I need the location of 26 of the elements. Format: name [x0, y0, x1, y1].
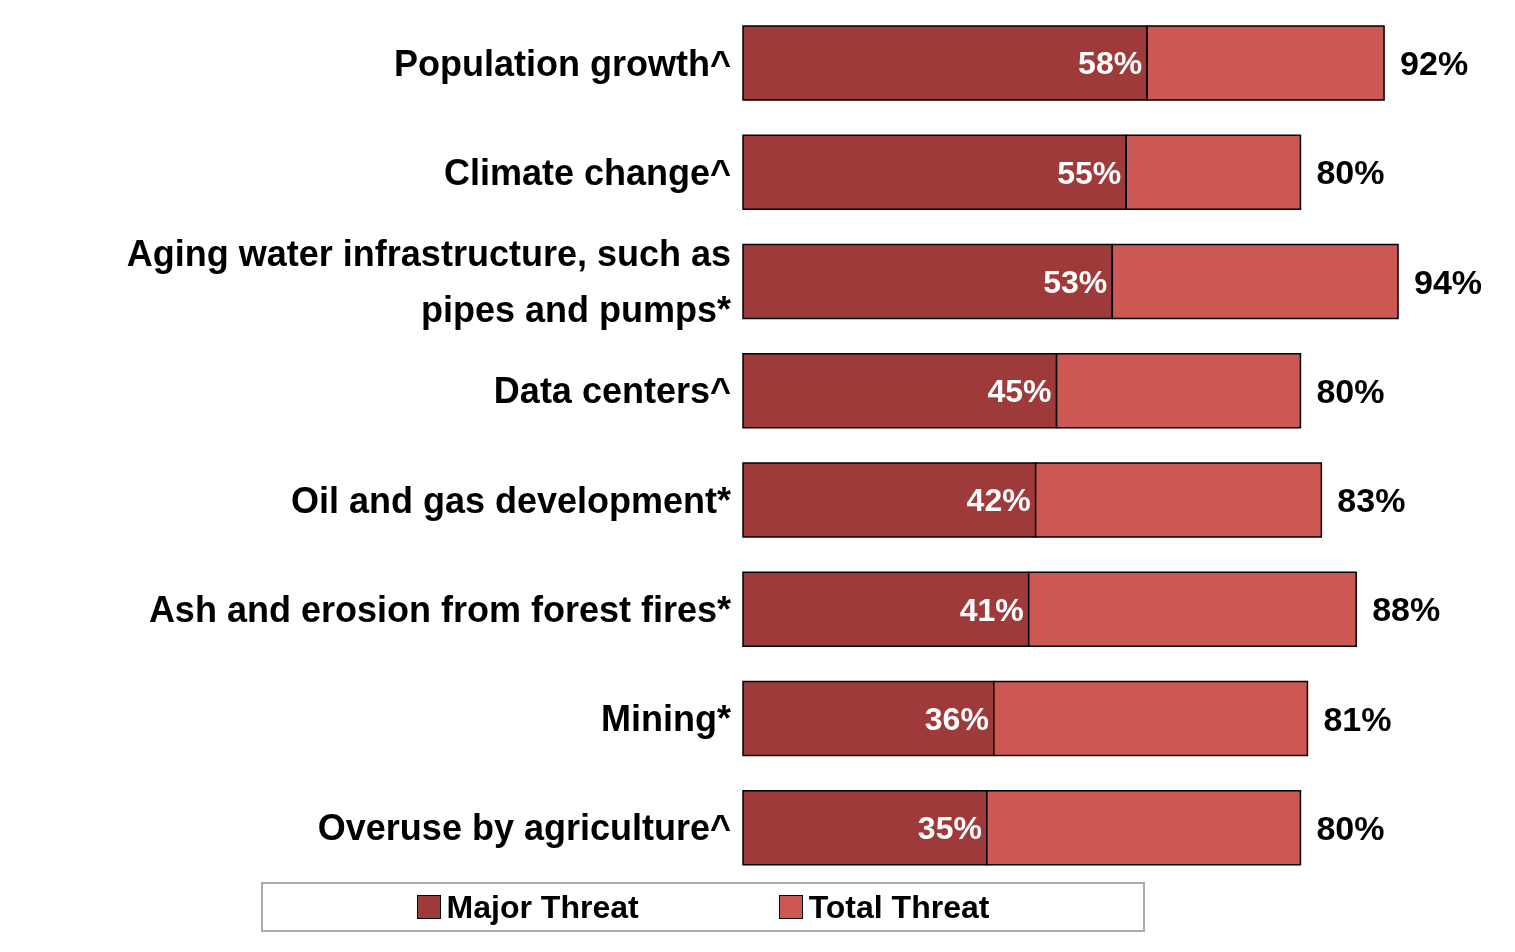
data-label: 45% [987, 373, 1052, 410]
y-tick-label: Data centers^ [493, 369, 731, 411]
y-tick-label: Mining* [601, 697, 731, 739]
total-label: 92% [1400, 44, 1469, 83]
legend-label: Major Threat [445, 888, 639, 926]
y-tick-label: Oil and gas development* [290, 479, 731, 521]
data-label: 53% [1043, 263, 1108, 300]
data-label: 42% [966, 482, 1031, 519]
legend-label: Total Threat [807, 888, 990, 926]
y-tick-label: Overuse by agriculture^ [317, 806, 731, 848]
total-label: 80% [1316, 808, 1385, 847]
y-tick-label: Climate change^ [443, 151, 731, 193]
total-label: 94% [1414, 262, 1483, 301]
y-tick-label: Ash and erosion from forest fires* [148, 588, 731, 630]
data-label: 58% [1078, 45, 1143, 82]
total-label: 80% [1316, 153, 1385, 192]
total-label: 80% [1316, 371, 1385, 410]
total-label: 88% [1372, 590, 1441, 629]
total-label: 83% [1337, 481, 1406, 520]
data-label: 36% [924, 700, 989, 737]
y-tick-label: Population growth^ [394, 42, 731, 84]
y-tick-label: Aging water infrastructure, such as pipes and pumps* [126, 232, 731, 330]
total-label: 81% [1323, 699, 1392, 738]
data-label: 41% [959, 591, 1024, 628]
data-label: 35% [917, 810, 982, 847]
data-label: 55% [1057, 154, 1122, 191]
